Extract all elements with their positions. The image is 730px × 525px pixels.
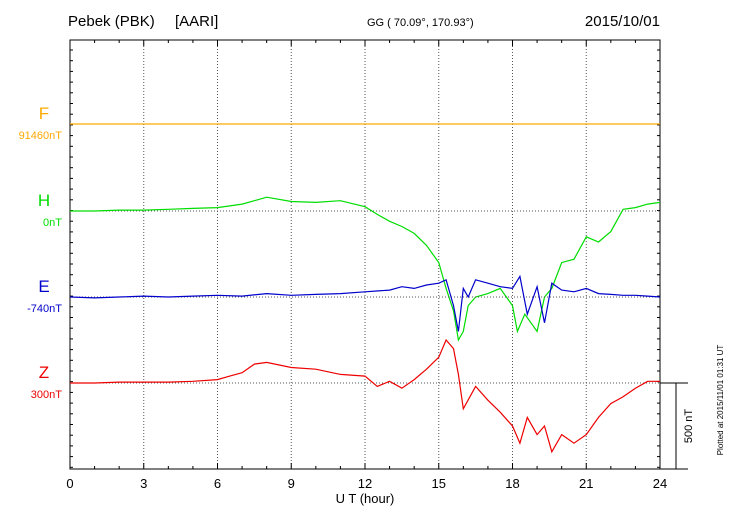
date-label: 2015/10/01 <box>585 13 660 30</box>
coords-label: GG ( 70.09°, 170.93°) <box>367 17 474 29</box>
series-baseline-f: 91460nT <box>19 130 63 142</box>
series-baseline-z: 300nT <box>31 389 62 401</box>
x-tick-label: 15 <box>432 476 446 491</box>
series-name-z: Z <box>39 363 49 382</box>
scale-bar: 500 nT <box>660 382 695 470</box>
x-tick-label: 24 <box>653 476 667 491</box>
series-line-h <box>70 196 661 342</box>
series-line-z <box>70 338 660 454</box>
x-tick-label: 0 <box>66 476 73 491</box>
institute-label: [AARI] <box>175 13 218 30</box>
series-layer <box>69 123 661 454</box>
series-name-h: H <box>38 191 50 210</box>
plot-frame <box>69 39 661 470</box>
series-name-f: F <box>39 104 49 123</box>
label-layer: F 91460nT H 0nT E -740nT Z 300nT <box>19 104 63 401</box>
series-name-e: E <box>38 277 49 296</box>
series-baseline-h: 0nT <box>43 217 62 229</box>
x-tick-label: 18 <box>505 476 519 491</box>
x-tick-label: 6 <box>214 476 221 491</box>
x-axis-label: U T (hour) <box>336 491 395 506</box>
x-tick-label: 21 <box>579 476 593 491</box>
tick-layer: 0 3 6 9 12 15 18 21 24 <box>66 40 667 491</box>
grid-layer <box>143 40 587 469</box>
series-line-e <box>69 274 661 332</box>
series-baseline-e: -740nT <box>27 303 62 315</box>
x-tick-label: 9 <box>288 476 295 491</box>
scale-bar-label: 500 nT <box>683 409 695 444</box>
x-tick-label: 3 <box>140 476 147 491</box>
x-tick-label: 12 <box>358 476 372 491</box>
plotted-note: Plotted at 2015/11/01 01:31 UT <box>716 345 725 456</box>
station-title: Pebek (PBK) <box>68 13 155 30</box>
